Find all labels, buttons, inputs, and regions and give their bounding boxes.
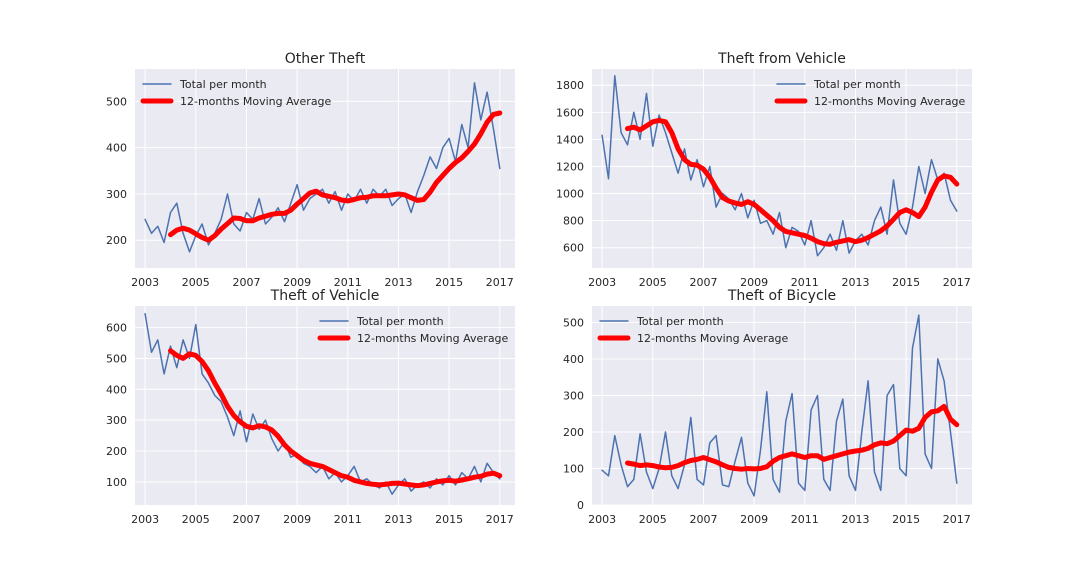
legend-label: Total per month	[179, 78, 267, 91]
y-tick-label: 100	[563, 462, 584, 475]
x-tick-label: 2011	[791, 276, 819, 289]
x-tick-label: 2017	[943, 513, 971, 526]
legend-label: 12-months Moving Average	[357, 332, 509, 345]
chart-3: 2003 2005 2007 2009 2011 2013 2015 2017 0 100 200 3…	[563, 288, 972, 526]
chart-title: Theft from Vehicle	[717, 51, 846, 67]
x-tick-label: 2013	[384, 513, 412, 526]
moving-average-line	[168, 348, 503, 489]
legend-label: 12-months Moving Average	[180, 95, 332, 108]
x-tick-label: 2017	[943, 276, 971, 289]
y-tick-label: 600	[563, 242, 584, 255]
chart-0: 2003 2005 2007 2009 2011 2013 2015 2017 200 300 40…	[106, 51, 515, 289]
moving-average-line	[168, 110, 503, 243]
x-tick-label: 2003	[588, 513, 616, 526]
legend-label: Total per month	[636, 315, 724, 328]
x-tick-label: 2015	[435, 513, 463, 526]
y-tick-label: 500	[106, 95, 127, 108]
x-tick-label: 2009	[740, 276, 768, 289]
x-tick-label: 2017	[486, 513, 514, 526]
x-tick-label: 2005	[182, 276, 210, 289]
x-tick-label: 2015	[435, 276, 463, 289]
chart-title: Other Theft	[285, 51, 366, 67]
y-tick-label: 500	[563, 316, 584, 329]
x-tick-label: 2005	[182, 513, 210, 526]
y-tick-label: 400	[563, 353, 584, 366]
legend-label: Total per month	[813, 78, 901, 91]
x-tick-label: 2017	[486, 276, 514, 289]
y-tick-label: 500	[106, 352, 127, 365]
y-tick-label: 0	[577, 499, 584, 512]
y-tick-label: 1800	[556, 79, 584, 92]
legend-label: Total per month	[356, 315, 444, 328]
x-tick-label: 2007	[689, 513, 717, 526]
chart-2: 2003 2005 2007 2009 2011 2013 2015 2017 100 200 30…	[106, 288, 515, 526]
moving-average-line	[625, 403, 960, 472]
x-tick-label: 2007	[232, 276, 260, 289]
x-tick-label: 2013	[841, 276, 869, 289]
x-tick-label: 2011	[791, 513, 819, 526]
chart-title: Theft of Bicycle	[727, 288, 836, 304]
x-tick-label: 2015	[892, 276, 920, 289]
x-tick-label: 2013	[841, 513, 869, 526]
y-tick-label: 200	[106, 234, 127, 247]
x-tick-label: 2009	[283, 276, 311, 289]
x-tick-label: 2003	[131, 513, 159, 526]
y-tick-label: 400	[106, 142, 127, 155]
x-tick-label: 2009	[283, 513, 311, 526]
x-tick-label: 2011	[334, 276, 362, 289]
x-tick-label: 2013	[384, 276, 412, 289]
x-tick-label: 2011	[334, 513, 362, 526]
x-tick-label: 2009	[740, 513, 768, 526]
x-tick-label: 2015	[892, 513, 920, 526]
y-tick-label: 400	[106, 383, 127, 396]
chart-1: 2003 2005 2007 2009 2011 2013 2015 2017 600 800 10…	[556, 51, 972, 289]
y-tick-label: 100	[106, 476, 127, 489]
y-tick-label: 1000	[556, 188, 584, 201]
x-tick-label: 2007	[689, 276, 717, 289]
x-tick-label: 2003	[131, 276, 159, 289]
y-tick-label: 800	[563, 215, 584, 228]
total-per-month-line	[144, 82, 501, 253]
chart-title: Theft of Vehicle	[270, 288, 380, 304]
x-tick-label: 2005	[639, 276, 667, 289]
y-tick-label: 1600	[556, 106, 584, 119]
y-tick-label: 300	[106, 414, 127, 427]
y-tick-label: 600	[106, 322, 127, 335]
legend-label: 12-months Moving Average	[637, 332, 789, 345]
legend-label: 12-months Moving Average	[814, 95, 966, 108]
y-tick-label: 300	[106, 188, 127, 201]
y-tick-label: 200	[106, 445, 127, 458]
y-tick-label: 1400	[556, 133, 584, 146]
y-tick-label: 300	[563, 389, 584, 402]
x-tick-label: 2005	[639, 513, 667, 526]
x-tick-label: 2007	[232, 513, 260, 526]
y-tick-label: 1200	[556, 160, 584, 173]
moving-average-line	[625, 117, 960, 247]
y-tick-label: 200	[563, 426, 584, 439]
x-tick-label: 2003	[588, 276, 616, 289]
